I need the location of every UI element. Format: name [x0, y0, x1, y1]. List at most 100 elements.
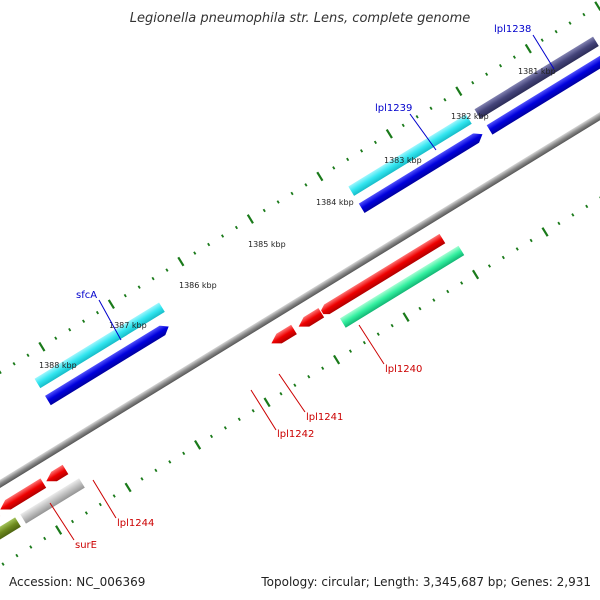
- gene-labels: lpl1238 lpl1239 sfcA lpl1240 lpl1241 lpl…: [75, 24, 531, 551]
- map-title: Legionella pneumophila str. Lens, comple…: [130, 11, 471, 26]
- gene-label-lpl1238[interactable]: lpl1238: [494, 24, 531, 35]
- scale-major-tick: [402, 312, 410, 322]
- leader-surE: [49, 502, 75, 541]
- gene-feature-lpl1242[interactable]: [267, 323, 299, 349]
- gene-label-lpl1242[interactable]: lpl1242: [277, 429, 314, 440]
- gene-feature-sfcA-inner[interactable]: [43, 321, 172, 407]
- scale-major-tick: [524, 43, 532, 54]
- scale-minor-tick: [501, 255, 505, 260]
- leader-lpl1238: [532, 34, 555, 70]
- scale-major-tick: [472, 269, 480, 280]
- genome-summary-text: Topology: circular; Length: 3,345,687 bp…: [260, 575, 591, 589]
- scale-minor-tick: [1, 562, 5, 566]
- gene-feature-lpl1240-outer[interactable]: [338, 244, 466, 330]
- scale-minor-tick: [460, 281, 464, 285]
- gene-label-lpl1239[interactable]: lpl1239: [375, 103, 412, 114]
- gene-feature-lpl1243[interactable]: [42, 463, 70, 487]
- scale-minor-tick: [251, 409, 255, 413]
- scale-minor-tick: [29, 545, 33, 549]
- scale-minor-tick: [84, 511, 88, 515]
- scale-minor-tick: [98, 502, 102, 507]
- scale-major-tick: [194, 440, 202, 450]
- scale-minor-tick: [376, 332, 380, 336]
- gene-label-surE[interactable]: surE: [75, 540, 97, 551]
- gene-label-lpl1244[interactable]: lpl1244: [117, 518, 154, 529]
- scale-minor-tick: [554, 29, 558, 34]
- scale-minor-tick: [321, 366, 325, 370]
- gene-feature-surE[interactable]: [18, 476, 87, 526]
- scale-label: 1382 kbp: [451, 112, 489, 121]
- gene-feature-lpl1241[interactable]: [295, 306, 326, 332]
- genome-backbone: [0, 98, 600, 502]
- scale-minor-tick: [307, 374, 311, 379]
- scale-minor-tick: [207, 242, 211, 247]
- scale-minor-tick: [529, 238, 533, 243]
- scale-minor-tick: [304, 183, 308, 187]
- scale-minor-tick: [571, 213, 575, 217]
- scale-minor-tick: [512, 55, 516, 59]
- scale-minor-tick: [12, 362, 16, 366]
- leader-lpl1239: [409, 113, 437, 151]
- scale-major-tick: [55, 525, 63, 535]
- scale-label: 1387 kbp: [109, 321, 147, 330]
- scale-minor-tick: [582, 12, 586, 17]
- scale-minor-tick: [95, 310, 100, 315]
- genome-track: [0, 1, 600, 566]
- scale-minor-tick: [485, 72, 489, 76]
- scale-major-tick: [177, 256, 185, 267]
- gene-feature-lpl1239-outer[interactable]: [346, 113, 474, 198]
- scale-minor-tick: [70, 519, 75, 524]
- gene-label-lpl1240[interactable]: lpl1240: [385, 364, 422, 375]
- scale-minor-tick: [26, 353, 30, 358]
- scale-minor-tick: [0, 370, 2, 375]
- gene-feature-lpl1238-inner[interactable]: [485, 52, 600, 136]
- scale-minor-tick: [140, 477, 144, 481]
- scale-label: 1381 kbp: [518, 67, 556, 76]
- scale-minor-tick: [446, 289, 450, 294]
- gene-label-sfcA[interactable]: sfcA: [76, 290, 97, 301]
- scale-minor-tick: [262, 208, 266, 213]
- scale-minor-tick: [182, 451, 186, 456]
- gene-feature-sfcA-outer[interactable]: [33, 301, 167, 390]
- scale-minor-tick: [276, 200, 280, 204]
- scale-minor-tick: [362, 340, 366, 345]
- scale-minor-tick: [237, 417, 241, 422]
- scale-minor-tick: [221, 234, 225, 238]
- scale-minor-tick: [43, 536, 47, 541]
- gene-feature-lpl1239-inner[interactable]: [357, 129, 486, 215]
- scale-label: 1385 kbp: [248, 240, 286, 249]
- scale-major-tick: [594, 1, 600, 11]
- gene-feature-lpl1244[interactable]: [0, 477, 48, 515]
- gene-feature-edge-olive[interactable]: [0, 516, 23, 551]
- scale-minor-tick: [390, 323, 394, 328]
- scale-minor-tick: [487, 264, 492, 268]
- scale-ticks-inner: [1, 196, 600, 566]
- scale-minor-tick: [498, 63, 503, 68]
- scale-minor-tick: [154, 468, 158, 473]
- scale-minor-tick: [432, 298, 436, 302]
- scale-minor-tick: [82, 319, 86, 323]
- scale-labels: 1381 kbp 1382 kbp 1383 kbp 1384 kbp 1385…: [39, 67, 556, 370]
- scale-major-tick: [246, 214, 254, 224]
- scale-minor-tick: [112, 494, 116, 498]
- scale-minor-tick: [429, 106, 433, 111]
- scale-major-tick: [263, 397, 271, 408]
- scale-major-tick: [38, 341, 46, 352]
- leader-lpl1241: [278, 373, 306, 413]
- scale-major-tick: [124, 482, 132, 493]
- scale-minor-tick: [123, 293, 127, 298]
- scale-label: 1388 kbp: [39, 361, 77, 370]
- scale-minor-tick: [234, 225, 239, 230]
- leader-lpl1244: [92, 479, 117, 519]
- scale-minor-tick: [418, 306, 422, 311]
- scale-minor-tick: [401, 123, 405, 128]
- scale-label: 1384 kbp: [316, 198, 354, 207]
- scale-minor-tick: [279, 392, 283, 396]
- scale-minor-tick: [515, 247, 519, 251]
- gene-feature-lpl1238-outer[interactable]: [473, 35, 600, 120]
- gene-label-lpl1241[interactable]: lpl1241: [306, 412, 343, 423]
- scale-minor-tick: [359, 149, 364, 153]
- scale-minor-tick: [223, 426, 227, 430]
- scale-minor-tick: [68, 327, 72, 332]
- leader-sfcA: [98, 299, 122, 341]
